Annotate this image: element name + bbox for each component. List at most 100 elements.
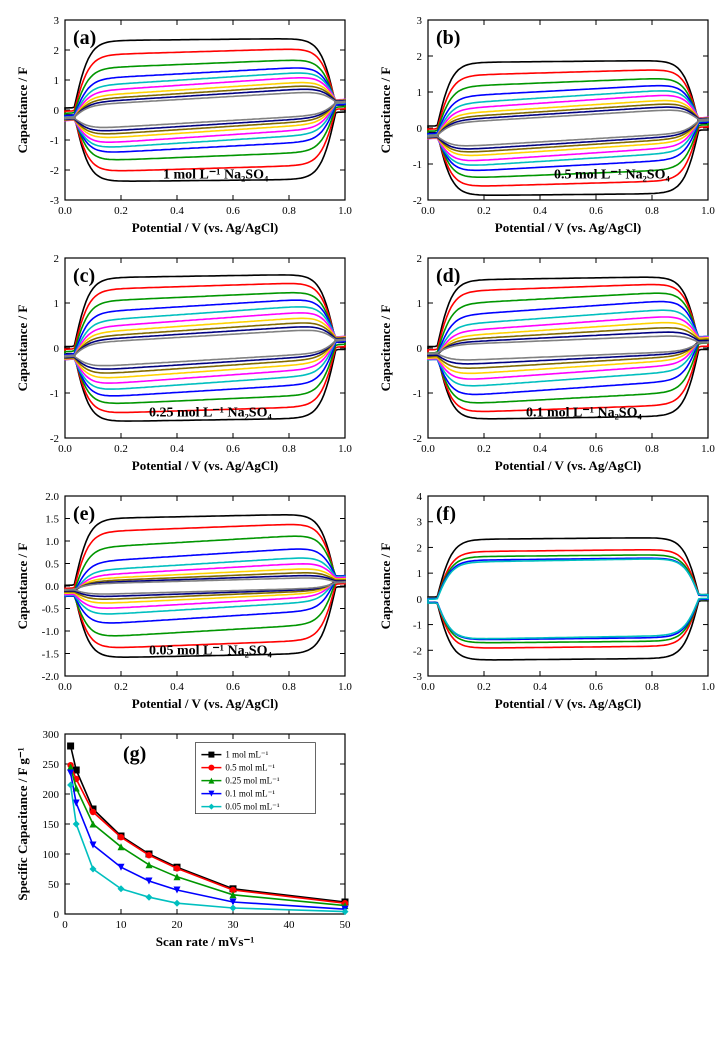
cv-curve	[65, 68, 345, 152]
svg-text:-2: -2	[412, 645, 421, 657]
svg-text:Potential / V (vs. Ag/AgCl): Potential / V (vs. Ag/AgCl)	[494, 458, 641, 473]
svg-text:0: 0	[54, 909, 60, 921]
legend-label: 0.5 mol mL⁻¹	[225, 763, 275, 773]
svg-text:-2.0: -2.0	[42, 671, 60, 683]
svg-text:-1.5: -1.5	[42, 649, 60, 661]
legend-label: 0.25 mol mL⁻¹	[225, 776, 279, 786]
svg-text:1: 1	[416, 568, 422, 580]
svg-text:-1: -1	[50, 135, 59, 147]
svg-text:Potential / V (vs. Ag/AgCl): Potential / V (vs. Ag/AgCl)	[494, 220, 641, 235]
svg-text:4: 4	[416, 491, 422, 503]
cv-curve	[428, 110, 708, 146]
svg-text:150: 150	[43, 819, 60, 831]
svg-text:0.0: 0.0	[58, 205, 72, 217]
svg-text:0.6: 0.6	[226, 205, 240, 217]
cv-curve	[65, 60, 345, 159]
cv-curve	[65, 78, 345, 142]
svg-text:0.0: 0.0	[421, 205, 435, 217]
svg-text:0.4: 0.4	[170, 681, 184, 693]
panel-tag: (d)	[436, 265, 460, 287]
svg-text:-2: -2	[50, 165, 59, 177]
svg-text:1.0: 1.0	[338, 681, 352, 693]
svg-text:0.6: 0.6	[226, 443, 240, 455]
svg-text:0.5: 0.5	[45, 559, 59, 571]
panel-annotation: 0.05 mol L⁻¹ Na₂SO₄	[149, 643, 272, 658]
svg-text:0.4: 0.4	[533, 681, 547, 693]
cv-curve	[428, 302, 708, 395]
svg-text:2.0: 2.0	[45, 491, 59, 503]
svg-text:Capacitance / F: Capacitance / F	[15, 305, 30, 392]
panel-tag: (c)	[73, 265, 95, 287]
svg-text:50: 50	[340, 919, 352, 931]
svg-text:0: 0	[62, 919, 68, 931]
svg-text:1.0: 1.0	[338, 205, 352, 217]
svg-text:2: 2	[54, 253, 60, 265]
scanrate-panel: 01020304050050100150200250300Scan rate /…	[10, 724, 365, 954]
cv-panel: 0.00.20.40.60.81.0-2-1012Potential / V (…	[10, 248, 365, 478]
svg-text:-1: -1	[412, 388, 421, 400]
panel-annotation: 0.1 mol L⁻¹ Na₂SO₄	[526, 405, 642, 420]
svg-text:1.0: 1.0	[701, 205, 715, 217]
svg-text:0: 0	[416, 594, 422, 606]
series-marker	[146, 894, 153, 901]
svg-text:Scan rate / mVs⁻¹: Scan rate / mVs⁻¹	[156, 934, 255, 949]
series-marker	[146, 852, 152, 858]
svg-text:3: 3	[54, 15, 60, 27]
svg-text:1: 1	[416, 298, 422, 310]
cv-curve	[428, 79, 708, 177]
svg-text:2: 2	[416, 542, 422, 554]
cv-panel: 0.00.20.40.60.81.0-3-2-101234Potential /…	[373, 486, 717, 716]
svg-text:1.0: 1.0	[45, 536, 59, 548]
series-marker	[174, 865, 180, 871]
svg-text:Potential / V (vs. Ag/AgCl): Potential / V (vs. Ag/AgCl)	[132, 220, 279, 235]
series-marker	[118, 834, 124, 840]
svg-text:0.8: 0.8	[282, 681, 296, 693]
cv-curve	[65, 93, 345, 128]
svg-text:1: 1	[416, 87, 422, 99]
cv-curve	[428, 277, 708, 419]
cv-curve	[65, 525, 345, 648]
svg-text:3: 3	[416, 15, 422, 27]
series-marker	[174, 900, 181, 907]
svg-text:0.8: 0.8	[282, 443, 296, 455]
svg-text:0.4: 0.4	[170, 205, 184, 217]
svg-text:1.0: 1.0	[701, 443, 715, 455]
empty-cell	[373, 724, 717, 954]
svg-text:2: 2	[54, 45, 60, 57]
svg-text:0.2: 0.2	[477, 443, 491, 455]
cv-curve	[65, 284, 345, 413]
cv-curve	[65, 536, 345, 636]
svg-text:0.0: 0.0	[421, 681, 435, 693]
cv-curve	[65, 549, 345, 623]
svg-text:0.8: 0.8	[645, 443, 659, 455]
svg-text:1: 1	[54, 298, 60, 310]
panel-tag: (a)	[73, 27, 96, 49]
svg-text:-1: -1	[412, 620, 421, 632]
cv-curve	[65, 293, 345, 404]
svg-text:0: 0	[416, 123, 422, 135]
cv-curve	[428, 96, 708, 161]
panel-tag: (e)	[73, 503, 95, 525]
svg-text:0: 0	[416, 343, 422, 355]
svg-text:250: 250	[43, 759, 60, 771]
svg-text:Specific Capacitance / F g⁻¹: Specific Capacitance / F g⁻¹	[15, 747, 30, 900]
legend-label: 1 mol mL⁻¹	[225, 750, 268, 760]
panel-tag: (b)	[436, 27, 460, 49]
cv-curve	[65, 300, 345, 396]
svg-text:-2: -2	[412, 195, 421, 207]
cv-curve	[428, 559, 708, 639]
series-marker	[118, 864, 125, 871]
svg-text:0.4: 0.4	[170, 443, 184, 455]
svg-text:0: 0	[54, 343, 60, 355]
panel-annotation: 0.5 mol L⁻¹ Na₂SO₄	[554, 167, 670, 182]
svg-text:50: 50	[48, 879, 60, 891]
svg-text:Capacitance / F: Capacitance / F	[15, 543, 30, 630]
svg-text:200: 200	[43, 789, 60, 801]
panel-tag: (g)	[123, 743, 146, 765]
svg-text:0.0: 0.0	[421, 443, 435, 455]
series-marker	[67, 743, 74, 750]
series-marker	[73, 821, 80, 828]
cv-curve	[65, 327, 345, 369]
series-marker	[230, 905, 237, 912]
cv-curve	[65, 573, 345, 599]
